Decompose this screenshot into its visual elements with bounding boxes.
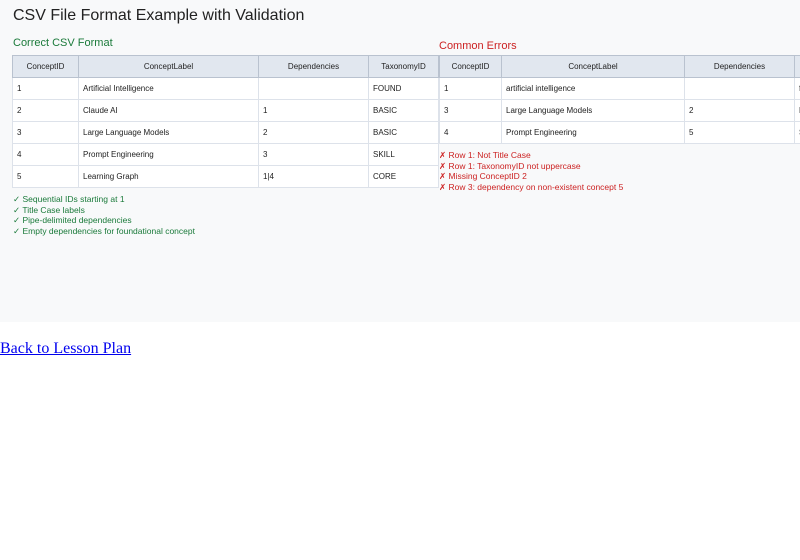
table-cell: Artificial Intelligence	[78, 77, 259, 100]
table-cell: SKILL	[368, 143, 439, 166]
error-list: ✗ Row 1: Not Title Case ✗ Row 1: Taxonomy…	[439, 150, 623, 192]
check-item: ✓ Title Case labels	[13, 204, 85, 215]
table-cell: 3	[258, 143, 369, 166]
table-cell: 2	[684, 99, 795, 122]
table-cell: 1	[258, 99, 369, 122]
check-item: ✓ Pipe-delimited dependencies	[13, 215, 132, 225]
column-header: ConceptID	[12, 55, 79, 78]
table-cell: Claude AI	[78, 99, 259, 122]
correct-table: ConceptID ConceptLabel Dependencies Taxonom…	[12, 55, 439, 188]
table-cell: SKILL	[794, 121, 800, 144]
table-cell: BASIC	[368, 99, 439, 122]
table-cell: 5	[12, 165, 79, 188]
table-cell: FOUND	[368, 77, 439, 100]
table-cell: 3	[439, 99, 502, 122]
table-cell: 2	[258, 121, 369, 144]
column-header: ConceptLabel	[501, 55, 685, 78]
table-cell: 4	[12, 143, 79, 166]
error-item: ✗ Row 3: dependency on non-existent conc…	[439, 181, 624, 192]
column-header: TaxonomyID	[794, 55, 800, 78]
table-cell: 5	[684, 121, 795, 144]
table-cell	[258, 77, 369, 100]
table-cell: Large Language Models	[78, 121, 259, 144]
table-cell: 1	[439, 77, 502, 100]
errors-heading: Common Errors	[439, 40, 517, 52]
table-row: 1 Artificial Intelligence FOUND	[12, 77, 439, 100]
validation-panel: CSV File Format Example with Validation …	[12, 7, 800, 236]
table-cell	[684, 77, 795, 100]
table-cell: 3	[12, 121, 79, 144]
table-cell: Large Language Models	[501, 99, 685, 122]
table-row: 4 Prompt Engineering 3 SKILL	[12, 143, 439, 166]
table-cell: 1	[12, 77, 79, 100]
table-cell: Prompt Engineering	[78, 143, 259, 166]
error-item: ✗ Row 1: Not Title Case	[439, 150, 531, 160]
check-item: ✓ Sequential IDs starting at 1	[13, 194, 125, 204]
table-cell: found	[794, 77, 800, 100]
column-header: TaxonomyID	[368, 55, 439, 78]
validation-checks: ✓ Sequential IDs starting at 1 ✓ Title Ca…	[13, 194, 195, 236]
table-cell: BASIC	[794, 99, 800, 122]
error-item: ✗ Missing ConceptID 2	[439, 171, 527, 181]
errors-table: ConceptIDConceptLabelDependenciesTaxonom…	[439, 55, 800, 144]
column-header: ConceptID	[439, 55, 502, 78]
table-cell: 1|4	[258, 165, 369, 188]
table-cell: artificial intelligence	[501, 77, 685, 100]
table-cell: 4	[439, 121, 502, 144]
column-header: Dependencies	[258, 55, 369, 78]
column-header: ConceptLabel	[78, 55, 259, 78]
table-row: 5 Learning Graph 1|4 CORE	[12, 165, 439, 188]
table-cell: CORE	[368, 165, 439, 188]
error-item: ✗ Row 1: TaxonomyID not uppercase	[439, 160, 581, 171]
check-item: ✓ Empty dependencies for foundational co…	[13, 225, 195, 236]
table-cell: 2	[12, 99, 79, 122]
table-cell: Prompt Engineering	[501, 121, 685, 144]
page-title: CSV File Format Example with Validation	[13, 7, 305, 24]
correct-heading: Correct CSV Format	[13, 37, 113, 49]
table-cell: Learning Graph	[78, 165, 259, 188]
table-row: 2 Claude AI 1 BASIC	[12, 99, 439, 122]
table-cell: BASIC	[368, 121, 439, 144]
column-header: Dependencies	[684, 55, 795, 78]
back-to-lesson-plan-link[interactable]: Back to Lesson Plan	[0, 340, 132, 357]
